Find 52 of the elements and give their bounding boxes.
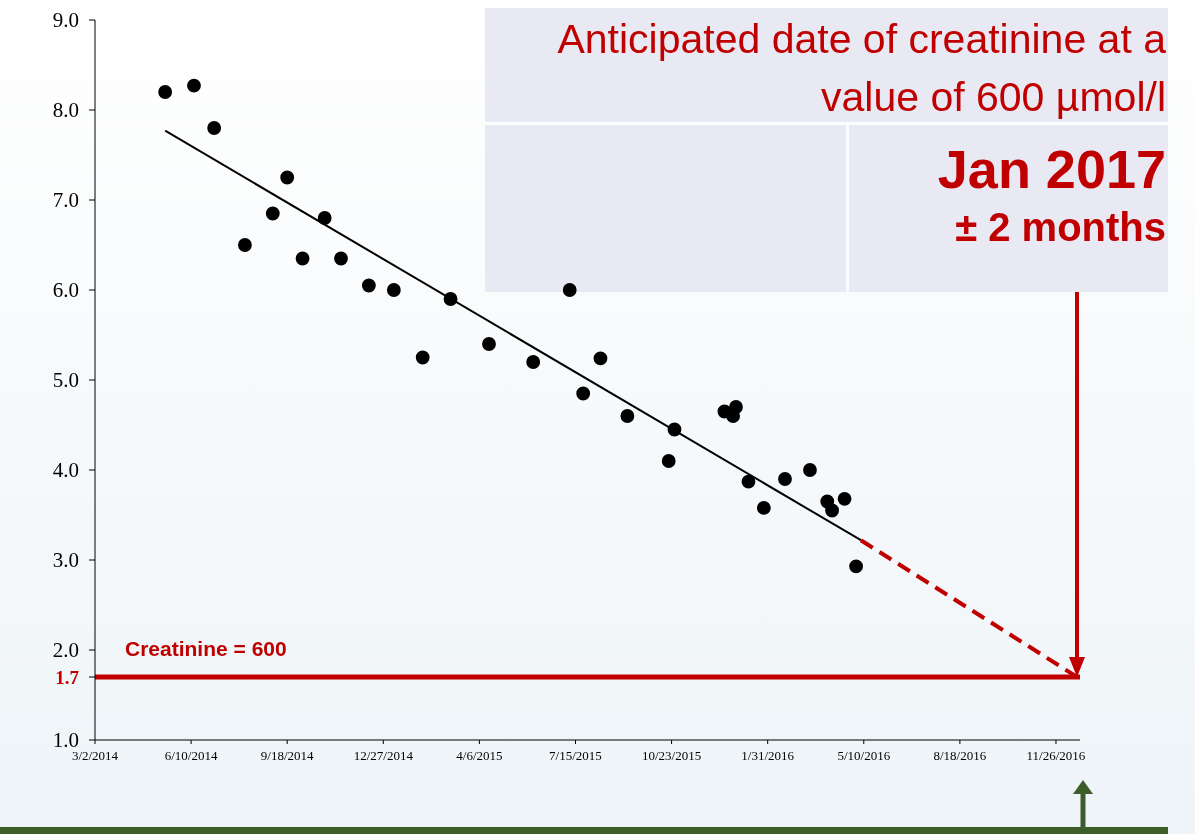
point <box>482 337 496 351</box>
y-tick-label: 2.0 <box>52 638 79 662</box>
point <box>837 491 852 506</box>
x-tick-label: 1/31/2016 <box>741 748 795 763</box>
x-tick-label: 5/10/2016 <box>837 748 891 763</box>
point <box>803 463 817 477</box>
point <box>562 283 577 297</box>
point <box>756 500 771 515</box>
x-tick-label: 12/27/2014 <box>353 748 414 763</box>
x-tick-label: 8/18/2016 <box>933 748 987 763</box>
point <box>361 278 376 293</box>
point <box>238 238 252 252</box>
y-tick-label: 7.0 <box>52 188 79 212</box>
y-tick-label: 1.7 <box>55 667 80 688</box>
point <box>576 386 591 401</box>
point <box>661 454 676 468</box>
point <box>265 206 280 221</box>
point <box>386 283 401 297</box>
annotation: ± 2 months <box>954 204 1167 251</box>
y-tick-label: 6.0 <box>52 278 79 302</box>
x-tick-label: 9/18/2014 <box>260 748 315 763</box>
point <box>317 211 332 225</box>
annotation: Anticipated date of creatinine at a value of 600 µmol/l <box>485 8 1168 122</box>
point <box>295 251 310 266</box>
point <box>526 355 541 369</box>
point <box>158 85 173 99</box>
point <box>778 472 792 486</box>
point <box>593 351 608 366</box>
y-tick-label: 5.0 <box>52 368 79 392</box>
x-tick-label: 6/10/2014 <box>164 748 218 763</box>
y-tick-label: 4.0 <box>52 458 79 482</box>
y-tick-label: 8.0 <box>52 98 79 122</box>
point <box>187 78 201 93</box>
point <box>825 503 839 518</box>
annotation: Creatinine = 600 <box>125 637 287 661</box>
annotation: Jan 2017 <box>936 138 1167 201</box>
y-tick-label: 9.0 <box>52 8 79 32</box>
point <box>443 292 458 306</box>
point <box>334 251 348 266</box>
point <box>729 400 743 414</box>
x-tick-label: 4/6/2015 <box>456 748 503 763</box>
point <box>741 474 756 489</box>
point <box>280 170 295 185</box>
x-tick-label: 10/23/2015 <box>641 748 702 763</box>
point <box>620 409 635 423</box>
x-tick-label: 7/15/2015 <box>549 748 602 763</box>
x-tick-label: 11/26/2016 <box>1026 748 1086 763</box>
point <box>849 559 863 574</box>
point <box>207 121 222 135</box>
y-tick-label: 3.0 <box>52 548 79 572</box>
point <box>415 350 430 365</box>
point <box>667 422 682 437</box>
